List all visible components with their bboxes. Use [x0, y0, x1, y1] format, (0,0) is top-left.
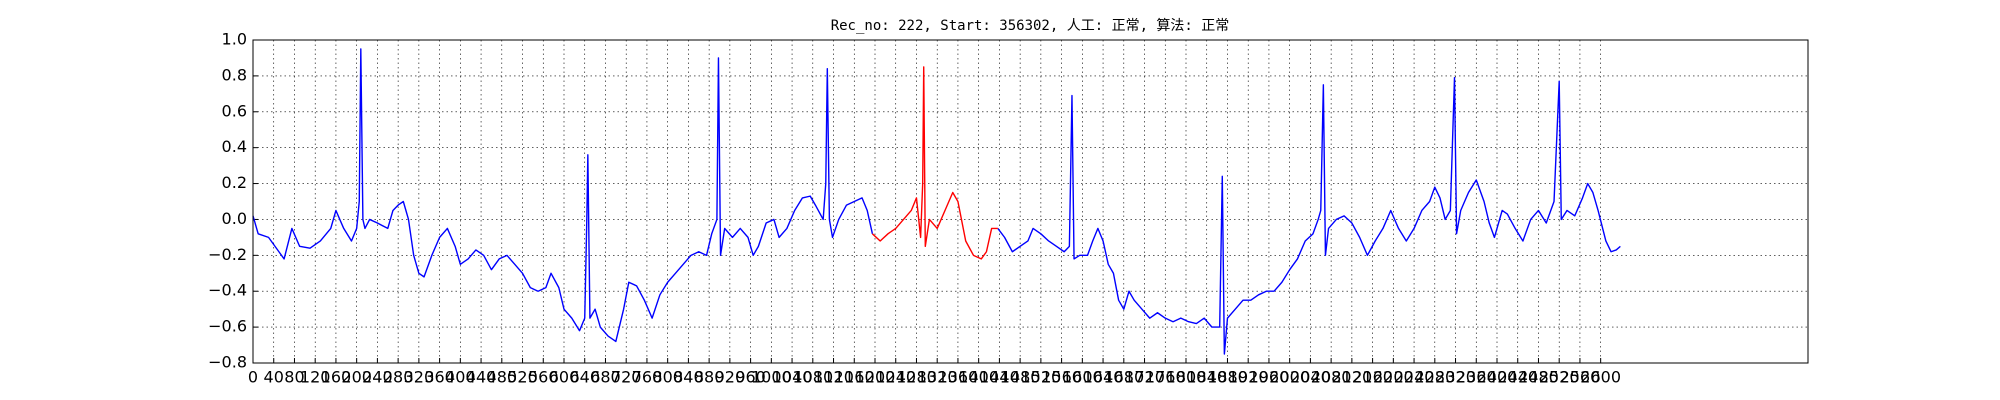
x-tick-label: 1080 [792, 368, 833, 387]
x-tick-label: 920 [715, 368, 746, 387]
y-tick-label: −0.6 [208, 317, 247, 336]
x-tick-label: 880 [694, 368, 725, 387]
x-tick-label: 360 [424, 368, 455, 387]
x-tick-label: 1760 [1145, 368, 1186, 387]
x-tick-label: 2160 [1352, 368, 1393, 387]
x-tick-label: 2360 [1456, 368, 1497, 387]
x-tick-label: 960 [735, 368, 766, 387]
y-tick-label: 0.8 [222, 65, 247, 84]
x-tick-label: 2200 [1373, 368, 1414, 387]
x-tick-label: 1360 [938, 368, 979, 387]
x-tick-label: 1920 [1228, 368, 1269, 387]
x-tick-label: 320 [404, 368, 435, 387]
x-tick-label: 400 [445, 368, 476, 387]
x-tick-label: 80 [284, 368, 304, 387]
x-tick-label: 280 [383, 368, 414, 387]
y-tick-label: 1.0 [222, 30, 247, 49]
x-tick-label: 2120 [1332, 368, 1373, 387]
x-tick-label: 1280 [896, 368, 937, 387]
y-tick-label: 0.0 [222, 209, 247, 228]
y-tick-label: −0.2 [208, 245, 247, 264]
x-tick-label: 2000 [1269, 368, 1310, 387]
x-tick-label: 680 [590, 368, 621, 387]
x-tick-label: 0 [248, 368, 258, 387]
series-line [252, 48, 1621, 355]
y-tick-label: 0.2 [222, 173, 247, 192]
x-tick-label: 600 [549, 368, 580, 387]
x-tick-label: 1680 [1103, 368, 1144, 387]
x-tick-label: 1120 [813, 368, 854, 387]
x-tick-label: 160 [321, 368, 352, 387]
chart-title: Rec_no: 222, Start: 356302, 人工: 正常, 算法: … [831, 18, 1230, 34]
x-tick-label: 1520 [1021, 368, 1062, 387]
y-tick-label: −0.8 [208, 353, 247, 372]
x-tick-label: 1040 [772, 368, 813, 387]
x-tick-label: 760 [632, 368, 663, 387]
x-tick-label: 2080 [1311, 368, 1352, 387]
x-tick-label: 720 [611, 368, 642, 387]
x-tick-label: 1560 [1041, 368, 1082, 387]
y-tick-label: 0.6 [222, 101, 247, 120]
x-tick-label: 2520 [1539, 368, 1580, 387]
x-tick-label: 440 [466, 368, 497, 387]
x-tick-label: 1640 [1083, 368, 1124, 387]
x-tick-label: 2440 [1497, 368, 1538, 387]
y-tick-label: −0.4 [208, 281, 247, 300]
x-tick-label: 480 [487, 368, 518, 387]
x-tick-label: 120 [300, 368, 331, 387]
x-tick-label: 1200 [855, 368, 896, 387]
x-tick-label: 2560 [1560, 368, 1601, 387]
x-tick-label: 840 [673, 368, 704, 387]
x-tick-label: 2480 [1518, 368, 1559, 387]
x-tick-label: 520 [507, 368, 538, 387]
x-tick-label: 1600 [1062, 368, 1103, 387]
x-tick-label: 1160 [834, 368, 875, 387]
x-tick-label: 1840 [1186, 368, 1227, 387]
x-tick-label: 1320 [917, 368, 958, 387]
x-tick-label: 1880 [1207, 368, 1248, 387]
x-tick-label: 560 [528, 368, 559, 387]
x-tick-label: 2600 [1580, 368, 1621, 387]
x-tick-label: 1400 [958, 368, 999, 387]
x-tick-label: 40 [264, 368, 284, 387]
x-tick-label: 1240 [875, 368, 916, 387]
x-tick-label: 1720 [1124, 368, 1165, 387]
x-tick-label: 200 [341, 368, 372, 387]
x-tick-label: 1960 [1249, 368, 1290, 387]
x-tick-label: 2280 [1414, 368, 1455, 387]
x-tick-label: 1480 [1000, 368, 1041, 387]
series-line [871, 66, 998, 260]
x-tick-label: 2320 [1435, 368, 1476, 387]
x-tick-label: 240 [362, 368, 393, 387]
x-tick-label: 2400 [1477, 368, 1518, 387]
x-tick-label: 800 [652, 368, 683, 387]
x-tick-label: 2240 [1394, 368, 1435, 387]
plot-frame [252, 39, 1809, 364]
x-tick-label: 1440 [979, 368, 1020, 387]
x-tick-label: 1800 [1166, 368, 1207, 387]
x-tick-label: 2040 [1290, 368, 1331, 387]
y-tick-label: 0.4 [222, 137, 247, 156]
x-tick-label: 640 [569, 368, 600, 387]
x-tick-label: 1000 [751, 368, 792, 387]
